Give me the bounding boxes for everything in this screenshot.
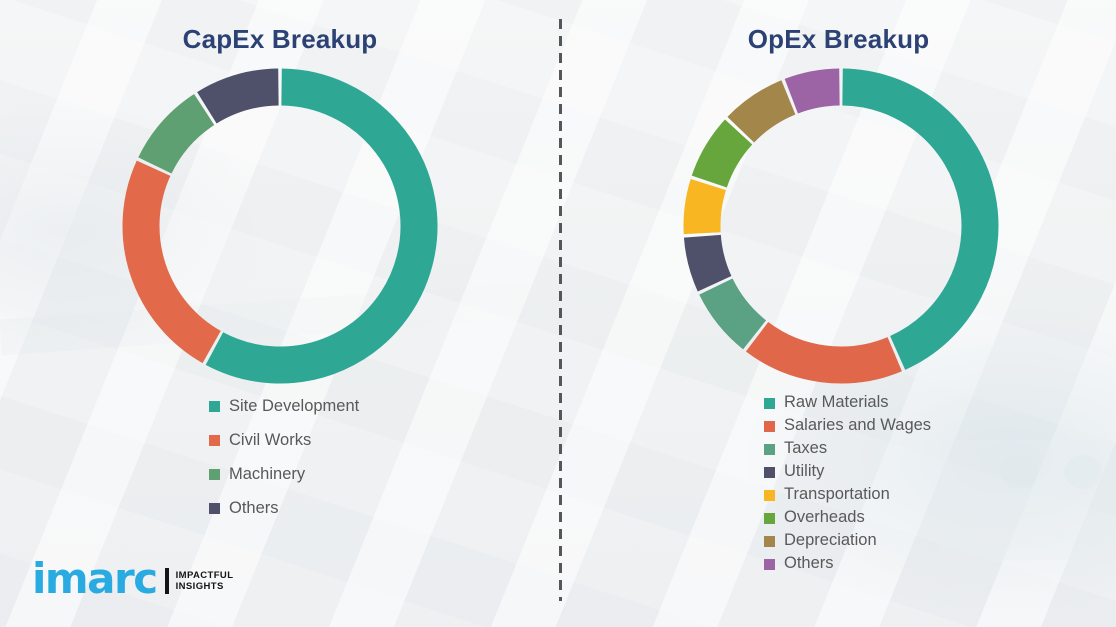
donut-segment-site-development: [205, 68, 438, 384]
legend-label: Site Development: [229, 396, 360, 415]
section-divider-dashed-line: [559, 19, 562, 601]
donut-segment-others: [784, 68, 841, 114]
legend-swatch-icon: [209, 503, 220, 514]
legend-item-raw-materials: Raw Materials: [764, 391, 931, 414]
legend-item-civil-works: Civil Works: [209, 423, 359, 457]
capex-panel: CapEx Breakup: [182, 24, 378, 54]
donut-segment-taxes: [699, 278, 767, 350]
legend-item-others: Others: [209, 491, 359, 525]
opex-legend: Raw Materials Salaries and Wages Taxes Util…: [764, 391, 931, 575]
legend-label: Salaries and Wages: [784, 416, 932, 434]
legend-label: Raw Materials: [784, 393, 889, 411]
legend-item-utility: Utility: [764, 460, 931, 483]
legend-swatch-icon: [209, 435, 220, 446]
legend-swatch-icon: [764, 466, 775, 478]
legend-swatch-icon: [764, 489, 775, 501]
legend-swatch-icon: [764, 512, 775, 524]
legend-item-machinery: Machinery: [209, 457, 359, 491]
donut-segment-salaries-and-wages: [745, 321, 902, 384]
donut-segment-utility: [683, 234, 732, 292]
legend-item-depreciation: Depreciation: [764, 529, 931, 552]
legend-label: Machinery: [229, 464, 306, 483]
legend-swatch-icon: [764, 443, 775, 455]
imarc-logo-wordmark: imarc: [32, 554, 158, 603]
legend-item-others: Others: [764, 552, 931, 575]
legend-label: Civil Works: [229, 430, 312, 449]
legend-label: Taxes: [784, 439, 828, 457]
imarc-logo: imarc IMPACTFUL INSIGHTS: [32, 556, 233, 606]
legend-swatch-icon: [764, 535, 775, 547]
legend-label: Overheads: [784, 508, 865, 526]
legend-label: Others: [229, 498, 279, 517]
capex-donut-chart: [118, 64, 442, 388]
imarc-tagline-line-2: INSIGHTS: [175, 581, 224, 592]
donut-segment-raw-materials: [842, 68, 999, 370]
opex-chart-title: OpEx Breakup: [747, 24, 930, 54]
legend-swatch-icon: [764, 397, 775, 409]
imarc-logo-tagline: IMPACTFUL INSIGHTS: [176, 570, 234, 592]
donut-segment-machinery: [138, 93, 215, 174]
donut-segment-civil-works: [122, 160, 222, 364]
imarc-logo-divider-bar: [164, 568, 169, 594]
donut-segment-depreciation: [727, 80, 796, 143]
capex-legend: Site Development Civil Works Machinery Othe…: [209, 389, 359, 525]
imarc-tagline-line-1: IMPACTFUL: [175, 570, 234, 581]
legend-swatch-icon: [764, 558, 775, 570]
legend-item-salaries-and-wages: Salaries and Wages: [764, 414, 931, 437]
legend-item-transportation: Transportation: [764, 483, 931, 506]
donut-segment-overheads: [691, 119, 753, 189]
opex-donut-chart: [679, 64, 1003, 388]
legend-item-taxes: Taxes: [764, 437, 931, 460]
donut-segment-transportation: [683, 179, 727, 235]
legend-label: Others: [784, 554, 834, 572]
donut-svg: [122, 68, 438, 384]
legend-swatch-icon: [764, 420, 775, 432]
legend-item-site-development: Site Development: [209, 389, 359, 423]
capex-chart-title: CapEx Breakup: [182, 24, 378, 54]
legend-label: Depreciation: [784, 531, 877, 549]
legend-label: Utility: [784, 462, 825, 480]
legend-label: Transportation: [784, 485, 890, 503]
donut-segment-others: [197, 68, 280, 124]
legend-item-overheads: Overheads: [764, 506, 931, 529]
legend-swatch-icon: [209, 469, 220, 480]
legend-swatch-icon: [209, 401, 220, 412]
donut-svg: [683, 68, 999, 384]
opex-panel: OpEx Breakup: [561, 0, 1116, 627]
